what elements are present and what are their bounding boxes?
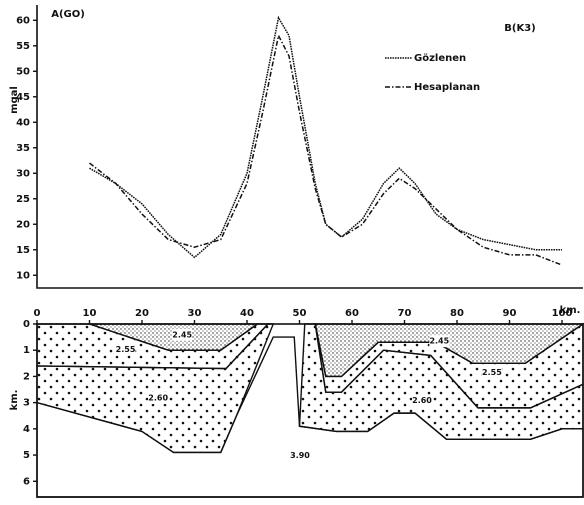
y-tick-label: 6 <box>23 476 30 487</box>
label-bg <box>412 394 433 407</box>
y-axis-label: mgal <box>9 86 20 114</box>
y-tick-label: 15 <box>16 245 30 256</box>
x-tick-label: 90 <box>503 308 517 319</box>
y-tick-label: 55 <box>16 41 30 52</box>
layer-label: 2.60 <box>412 396 432 405</box>
annotation: B(K3) <box>504 23 535 34</box>
layer-label: 2.55 <box>482 368 502 377</box>
y-tick-label: 45 <box>16 92 30 103</box>
y-tick-label: 50 <box>16 66 30 77</box>
label-bg <box>290 449 311 462</box>
y-tick-label: 4 <box>23 424 30 435</box>
y-tick-label: 25 <box>16 194 30 205</box>
legend-label: Gözlenen <box>414 53 466 64</box>
frame <box>36 323 584 498</box>
layer-label: 3.90 <box>290 451 310 460</box>
x-axis-label: km. <box>560 305 581 316</box>
x-tick-label: 100 <box>552 308 573 319</box>
legend-label: Hesaplanan <box>414 82 480 93</box>
data-line <box>89 33 563 266</box>
x-tick-label: 0 <box>34 308 41 319</box>
x-tick-label: 80 <box>450 308 464 319</box>
y-tick-label: 1 <box>23 345 30 356</box>
y-tick-label: 2 <box>23 371 30 382</box>
y-tick-label: 30 <box>16 168 30 179</box>
y-tick-label: 5 <box>23 450 30 461</box>
y-tick-label: 0 <box>23 319 30 330</box>
label-bg <box>172 328 193 341</box>
layer-label: 2.60 <box>148 393 168 402</box>
axis <box>36 5 583 289</box>
x-tick-label: 20 <box>135 308 149 319</box>
y-tick-label: 3 <box>23 398 30 409</box>
y-axis-label: km. <box>9 390 20 411</box>
x-tick-label: 60 <box>345 308 359 319</box>
data-line <box>89 15 562 259</box>
x-tick-label: 10 <box>83 308 97 319</box>
y-tick-label: 60 <box>16 15 30 26</box>
label-bg <box>481 366 502 379</box>
y-tick-label: 10 <box>16 270 30 281</box>
label-bg <box>429 335 450 348</box>
x-tick-label: 40 <box>240 308 254 319</box>
x-tick-label: 50 <box>293 308 307 319</box>
label-bg <box>115 343 136 356</box>
y-tick-label: 35 <box>16 143 30 154</box>
layer-label: 2.45 <box>429 337 449 346</box>
annotation: A(GO) <box>51 9 85 20</box>
y-tick-label: 40 <box>16 117 30 128</box>
y-tick-label: 20 <box>16 219 30 230</box>
layer-label: 2.55 <box>116 345 136 354</box>
x-tick-label: 70 <box>398 308 412 319</box>
label-bg <box>148 391 169 404</box>
layer-label: 2.45 <box>172 330 192 339</box>
x-tick-label: 30 <box>188 308 202 319</box>
